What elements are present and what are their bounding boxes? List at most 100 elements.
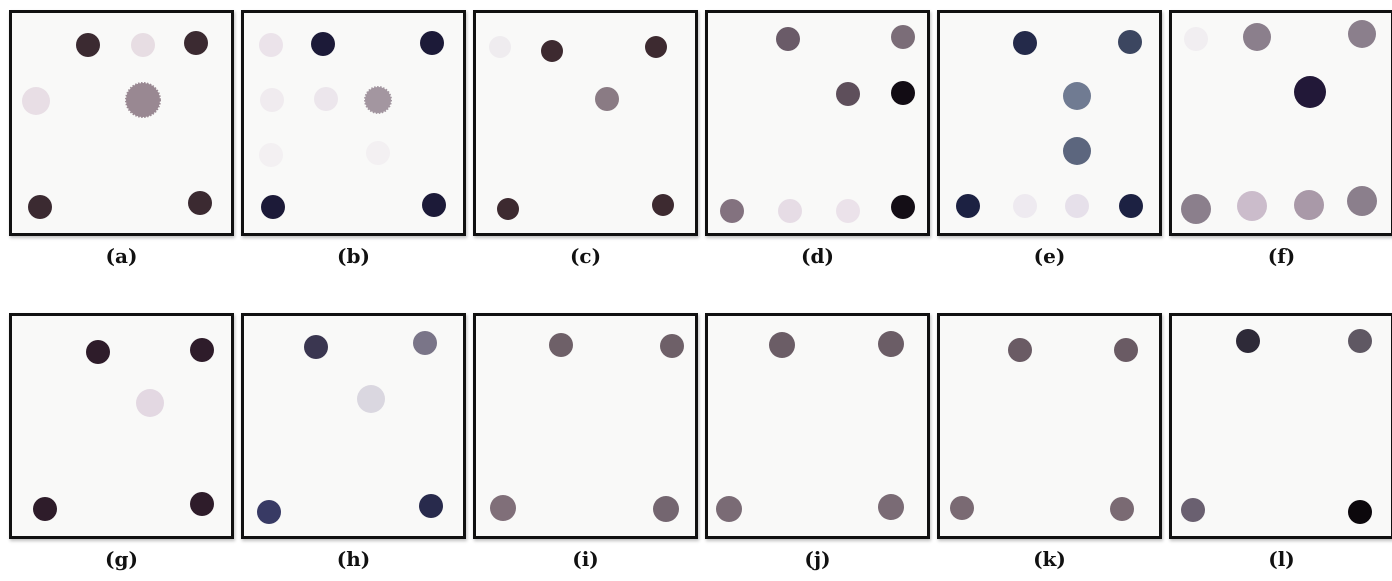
dot-plate <box>22 31 212 219</box>
spot <box>720 199 744 223</box>
figure-panel <box>241 313 466 539</box>
spot <box>595 87 619 111</box>
figure-panel <box>1169 10 1392 236</box>
dot-plate <box>950 338 1138 521</box>
spot <box>190 492 214 516</box>
spot <box>950 496 974 520</box>
spot <box>490 495 516 521</box>
spot <box>836 82 860 106</box>
figure-panel <box>473 10 698 236</box>
spot <box>497 198 519 220</box>
spot <box>1348 20 1376 48</box>
spot <box>660 334 684 358</box>
panel-caption: (b) <box>337 244 370 268</box>
spot <box>357 385 385 413</box>
spot <box>419 494 443 518</box>
figure-panel <box>473 313 698 539</box>
dot-plate <box>1181 20 1377 224</box>
spot <box>891 195 915 219</box>
spot <box>1348 500 1372 524</box>
spot <box>131 33 155 57</box>
spot <box>1184 27 1208 51</box>
figure-panel <box>705 313 930 539</box>
spot <box>1119 194 1143 218</box>
spot <box>1013 194 1037 218</box>
panel-caption: (l) <box>1268 547 1295 571</box>
spot <box>28 195 52 219</box>
panel-caption: (a) <box>105 244 138 268</box>
panel-caption: (k) <box>1033 547 1066 571</box>
panel-caption: (h) <box>336 547 371 571</box>
dot-plate <box>489 36 674 220</box>
figure-panel <box>9 10 234 236</box>
spot <box>1237 191 1267 221</box>
spot <box>891 81 915 105</box>
dot-plate <box>1181 329 1372 524</box>
spot <box>891 25 915 49</box>
dot-plate <box>716 331 904 522</box>
spot <box>716 496 742 522</box>
spot <box>259 33 283 57</box>
spot <box>878 331 904 357</box>
figure-panel <box>937 313 1162 539</box>
spot <box>836 199 860 223</box>
spot <box>260 88 284 112</box>
ragged-spot <box>364 86 392 114</box>
panel-caption: (d) <box>801 244 834 268</box>
figure-panel <box>241 10 466 236</box>
spot <box>1063 137 1091 165</box>
figure-panel <box>9 313 234 539</box>
spot <box>549 333 573 357</box>
spot <box>311 32 335 56</box>
ragged-spot <box>125 82 161 118</box>
figure-panel <box>937 10 1162 236</box>
spot <box>86 340 110 364</box>
spot <box>1294 76 1326 108</box>
spot <box>1063 82 1091 110</box>
spot <box>1347 186 1377 216</box>
spot <box>1013 31 1037 55</box>
dot-plate <box>956 30 1143 218</box>
spot <box>188 191 212 215</box>
spot <box>1110 497 1134 521</box>
spot <box>1008 338 1032 362</box>
spot <box>1243 23 1271 51</box>
panel-caption: (i) <box>572 547 599 571</box>
spot <box>259 143 283 167</box>
spot <box>304 335 328 359</box>
spot <box>261 195 285 219</box>
figure-panel <box>1169 313 1392 539</box>
dot-plate <box>720 25 915 223</box>
spot <box>1236 329 1260 353</box>
spot <box>136 389 164 417</box>
spot <box>1181 498 1205 522</box>
spot <box>420 31 444 55</box>
spot <box>422 193 446 217</box>
dot-plate <box>490 333 684 522</box>
spot <box>769 332 795 358</box>
spot <box>1065 194 1089 218</box>
spot <box>1114 338 1138 362</box>
spot <box>489 36 511 58</box>
spot <box>541 40 563 62</box>
spot <box>33 497 57 521</box>
panel-caption: (f) <box>1267 244 1296 268</box>
panel-caption: (j) <box>804 547 831 571</box>
spot <box>314 87 338 111</box>
spot <box>645 36 667 58</box>
spot <box>956 194 980 218</box>
spot <box>878 494 904 520</box>
spot <box>652 194 674 216</box>
panel-caption: (g) <box>105 547 138 571</box>
dot-plate <box>257 331 443 524</box>
spot <box>1118 30 1142 54</box>
spot <box>257 500 281 524</box>
spot <box>1348 329 1372 353</box>
spot <box>76 33 100 57</box>
panel-caption: (e) <box>1033 244 1066 268</box>
spot <box>1294 190 1324 220</box>
spot <box>653 496 679 522</box>
figure-panel <box>705 10 930 236</box>
spot <box>776 27 800 51</box>
